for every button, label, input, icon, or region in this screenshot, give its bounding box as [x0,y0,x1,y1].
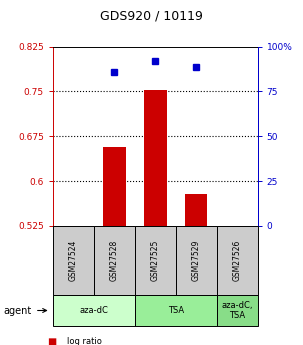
Text: GSM27525: GSM27525 [151,240,160,281]
Text: GSM27524: GSM27524 [69,240,78,281]
Bar [144,90,167,226]
Bar [103,147,126,226]
Text: ■: ■ [47,337,56,345]
Text: TSA: TSA [168,306,184,315]
Text: aza-dC: aza-dC [79,306,108,315]
Text: GSM27528: GSM27528 [110,240,119,281]
Text: agent: agent [3,306,31,315]
Text: GDS920 / 10119: GDS920 / 10119 [100,9,203,22]
Text: GSM27526: GSM27526 [233,240,241,281]
Text: aza-dC,
TSA: aza-dC, TSA [221,301,253,320]
Text: GSM27529: GSM27529 [192,240,201,281]
Bar [185,194,208,226]
Text: log ratio: log ratio [67,337,102,345]
